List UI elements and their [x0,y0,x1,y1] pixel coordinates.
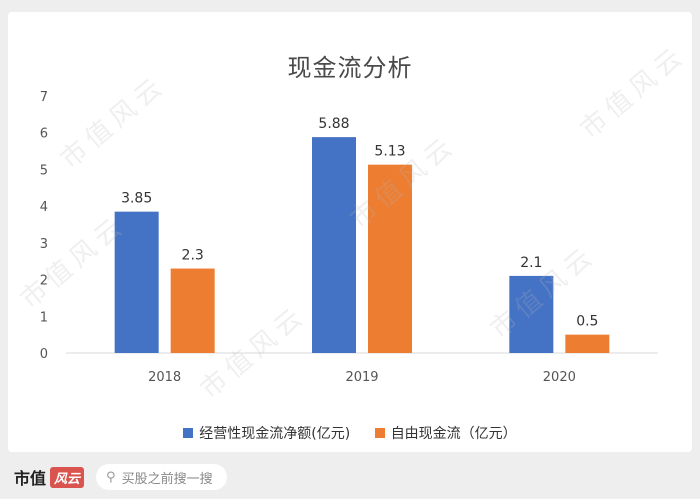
x-tick-label: 2020 [543,370,576,385]
chart-legend: 经营性现金流净额(亿元) 自由现金流（亿元） [8,423,692,443]
bar [170,268,215,353]
y-tick-label: 4 [40,200,48,215]
chart-plot: 0 1 2 3 4 5 6 7 3.85 2.3 2018 5.88 5.13 2019 2.1 0.5 202… [40,90,658,385]
bar [509,275,554,353]
x-tick-label: 2018 [148,370,181,385]
bar [114,211,159,353]
y-tick-label: 3 [40,237,48,252]
y-tick-label: 6 [40,127,48,142]
search-box[interactable]: ⚲ 买股之前搜一搜 [96,464,227,490]
data-label: 3.85 [121,191,152,207]
legend-label-free: 自由现金流（亿元） [390,426,517,442]
y-tick-label: 1 [40,310,48,325]
legend-swatch-operating [183,428,194,438]
y-tick-label: 5 [40,163,48,178]
legend-label-operating: 经营性现金流净额(亿元) [199,426,351,442]
legend-swatch-free [374,428,385,438]
bar [312,137,356,353]
y-tick-label: 0 [40,347,48,362]
bar [565,334,610,353]
brand-logo: 市值 风云 [14,465,85,489]
legend-item-operating: 经营性现金流净额(亿元) [183,423,350,443]
y-tick-label: 7 [40,90,48,105]
chart-title: 现金流分析 [287,54,413,82]
search-icon: ⚲ [106,469,116,485]
data-label: 2.3 [182,248,204,264]
y-tick-label: 2 [40,274,48,289]
search-placeholder: 买股之前搜一搜 [121,471,213,487]
legend-item-free: 自由现金流（亿元） [374,423,517,443]
bar [368,164,412,353]
chart-card: 现金流分析 0 1 2 3 4 5 6 7 3.85 2.3 2018 5.88 5.13 2019 2.1… [8,12,692,452]
brand-mark: 风云 [50,466,85,488]
data-label: 2.1 [520,255,542,271]
brand-name: 市值 [14,469,47,488]
data-label: 5.88 [318,116,349,132]
x-tick-label: 2019 [345,370,378,385]
footer-bar: 市值 风云 ⚲ 买股之前搜一搜 [0,455,700,499]
data-label: 0.5 [576,314,598,330]
data-label: 5.13 [374,144,405,160]
